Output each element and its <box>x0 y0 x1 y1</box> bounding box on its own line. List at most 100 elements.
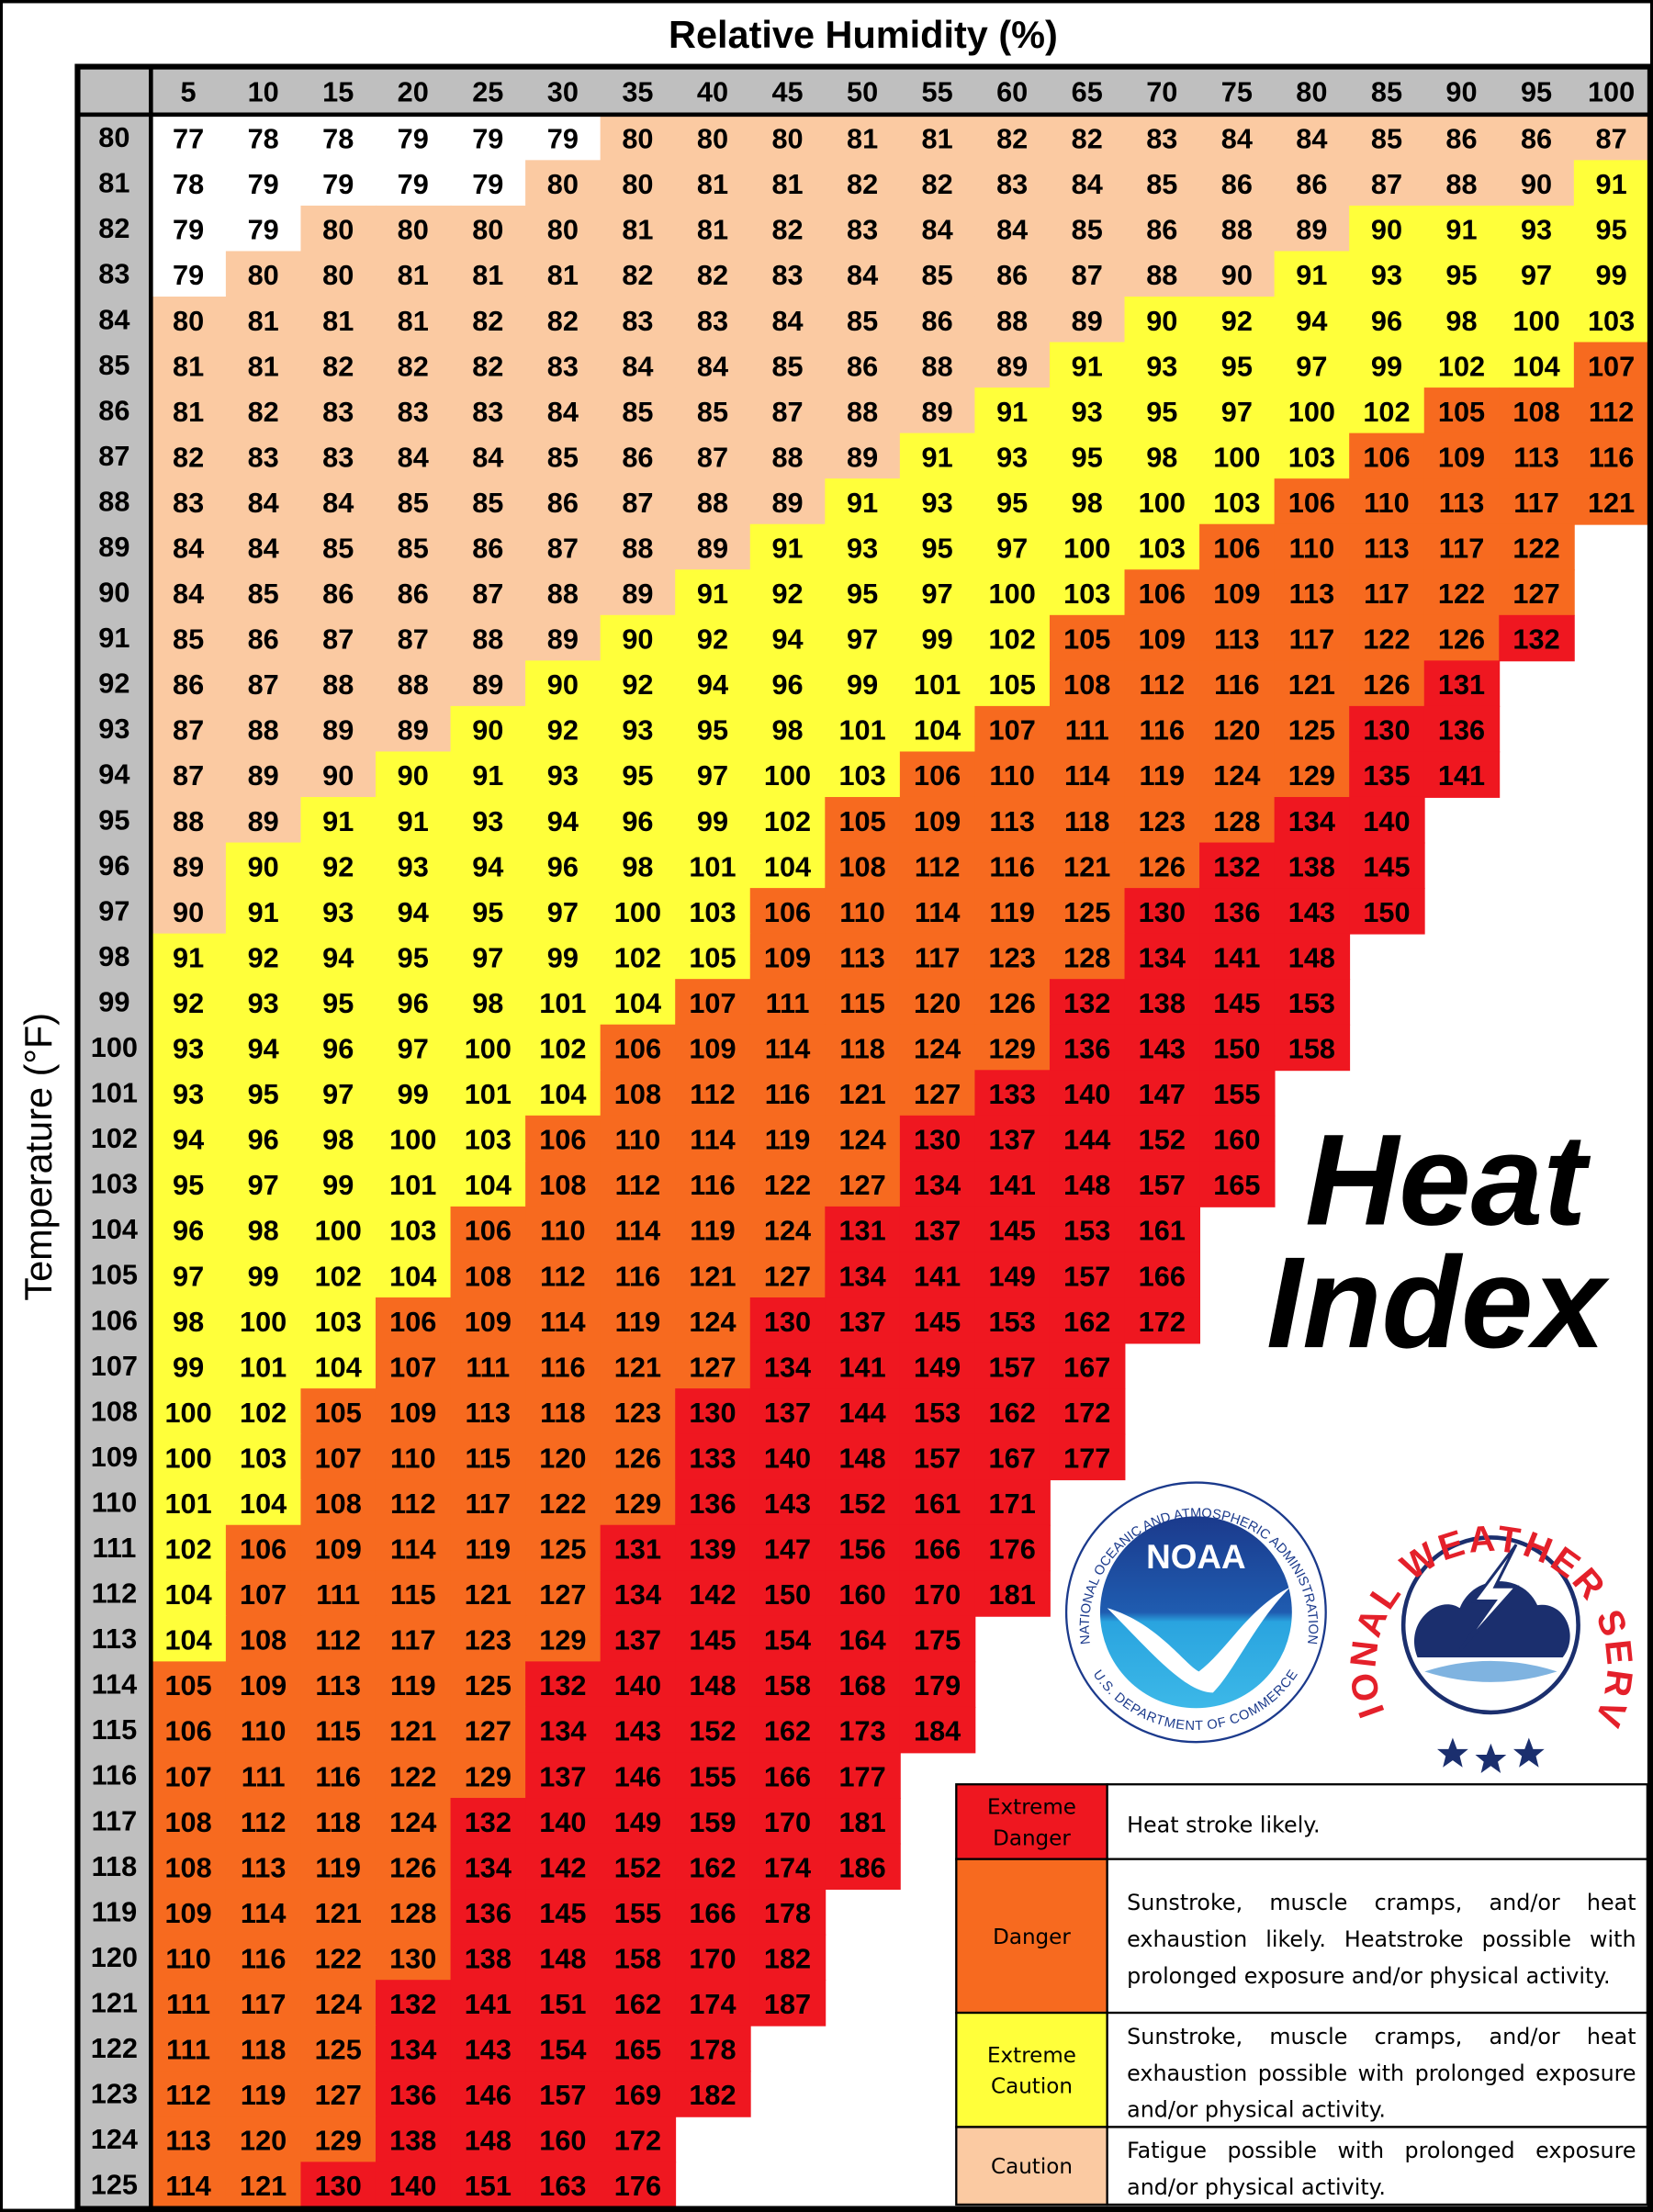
cell-bg <box>1349 705 1425 753</box>
cell-value: 84 <box>622 350 653 382</box>
cell-bg <box>1124 251 1200 298</box>
cell-value: 115 <box>839 987 885 1019</box>
cell-value: 100 <box>164 1397 211 1429</box>
cell-bg <box>749 796 826 844</box>
cell-bg <box>375 160 452 207</box>
cell-bg <box>375 796 452 844</box>
cell-bg <box>450 1706 527 1754</box>
cell-bg <box>450 1524 527 1572</box>
cell-bg <box>151 1024 227 1072</box>
cell-bg <box>151 1661 227 1708</box>
cell-bg <box>1124 979 1200 1026</box>
cell-bg <box>749 1752 826 1799</box>
cell-value: 117 <box>1289 623 1335 656</box>
cell-bg <box>525 1570 602 1617</box>
row-header: 117 <box>92 1804 138 1836</box>
legend-desc-box: Fatigue possible with prolonged exposure… <box>1127 2138 1636 2200</box>
cell-value: 141 <box>914 1260 961 1292</box>
cell-bg <box>1124 660 1200 707</box>
cell-bg <box>1049 1252 1126 1298</box>
row-header: 114 <box>92 1668 138 1701</box>
cell-bg <box>525 387 602 434</box>
cell-bg <box>675 478 751 525</box>
cell-value: 116 <box>1214 668 1260 701</box>
legend-desc-box: Sunstroke, muscle cramps, and/or heat ex… <box>1127 1890 1636 1989</box>
cell-bg <box>151 1752 227 1799</box>
cell-bg <box>375 660 452 707</box>
cell-value: 117 <box>1364 578 1410 610</box>
cell-value: 115 <box>466 1442 512 1474</box>
cell-bg <box>1199 660 1276 707</box>
cell-bg <box>600 1798 677 1845</box>
cell-bg <box>675 660 751 707</box>
cell-value: 125 <box>539 1533 586 1566</box>
cell-value: 145 <box>1363 850 1410 882</box>
cell-value: 116 <box>690 1169 736 1201</box>
cell-bg <box>974 1479 1051 1526</box>
cell-bg <box>1199 205 1276 253</box>
cell-bg <box>525 1297 602 1344</box>
cell-bg <box>675 979 751 1026</box>
column-header: 55 <box>922 76 953 108</box>
cell-value: 94 <box>547 805 579 837</box>
cell-bg <box>1349 751 1425 798</box>
cell-bg <box>450 1161 527 1207</box>
cell-value: 136 <box>1063 1033 1110 1065</box>
table: 5 10 15 20 25 30 35 40 45 50 55 60 65 70 75 80 85 90 95 100… <box>74 63 1653 2212</box>
cell-bg <box>899 979 976 1026</box>
cell-value: 130 <box>1363 714 1410 747</box>
cell-bg <box>375 2071 452 2117</box>
cell-value: 95 <box>622 759 653 792</box>
cell-value: 107 <box>1588 350 1635 382</box>
cell-value: 91 <box>173 941 204 973</box>
cell-bg <box>974 432 1051 480</box>
cell-bg <box>300 1889 377 1936</box>
cell-value: 121 <box>1063 850 1110 882</box>
cell-bg <box>1349 614 1425 662</box>
cell-bg <box>225 1934 302 1982</box>
cell-bg <box>151 205 227 253</box>
x-title: Relative Humidity (%) <box>669 13 1058 56</box>
cell-bg <box>974 478 1051 525</box>
cell-bg <box>825 387 901 434</box>
cell-value: 97 <box>398 1033 429 1065</box>
cell-value: 106 <box>1213 533 1260 565</box>
cell-value: 93 <box>1072 396 1103 428</box>
cell-value: 137 <box>838 1306 885 1338</box>
cell-value: 95 <box>248 1078 279 1110</box>
cell-bg <box>375 1798 452 1845</box>
cell-bg <box>300 1252 377 1298</box>
cell-bg <box>450 432 527 480</box>
cell-value: 86 <box>398 578 429 610</box>
cell-value: 79 <box>472 123 503 155</box>
cell-bg <box>225 478 302 525</box>
cell-value: 81 <box>398 259 429 291</box>
cell-bg <box>974 1206 1051 1253</box>
cell-value: 94 <box>472 850 503 882</box>
cell-value: 142 <box>689 1578 736 1611</box>
cell-value: 110 <box>1364 487 1410 519</box>
cell-value: 109 <box>914 805 961 837</box>
cell-bg <box>300 1479 377 1526</box>
cell-bg <box>525 432 602 480</box>
cell-value: 89 <box>248 805 279 837</box>
cell-value: 83 <box>1146 123 1177 155</box>
cell-value: 89 <box>322 714 354 747</box>
cell-value: 102 <box>164 1533 211 1566</box>
cell-value: 90 <box>1371 214 1402 246</box>
cell-value: 86 <box>547 487 579 519</box>
cell-bg <box>974 796 1051 844</box>
cell-bg <box>749 296 826 343</box>
cell-value: 159 <box>689 1806 736 1838</box>
cell-value: 106 <box>389 1306 436 1338</box>
cell-value: 125 <box>1288 714 1335 747</box>
cell-value: 134 <box>1139 941 1186 973</box>
cell-bg <box>225 1843 302 1891</box>
cell-value: 111 <box>166 2034 210 2066</box>
cell-bg <box>525 1252 602 1298</box>
cell-bg <box>825 1570 901 1617</box>
cell-bg <box>675 1479 751 1526</box>
cell-value: 111 <box>766 987 810 1019</box>
cell-bg <box>825 569 901 616</box>
row-header: 88 <box>98 485 129 517</box>
